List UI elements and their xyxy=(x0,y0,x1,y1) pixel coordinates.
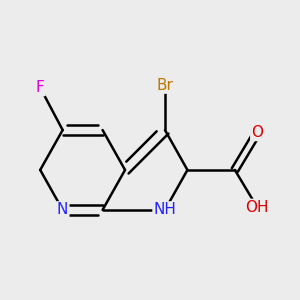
Text: O: O xyxy=(251,125,263,140)
Text: Br: Br xyxy=(157,78,173,93)
Text: N: N xyxy=(57,202,68,217)
Text: F: F xyxy=(36,80,45,95)
Text: OH: OH xyxy=(245,200,269,215)
Text: NH: NH xyxy=(154,202,176,217)
